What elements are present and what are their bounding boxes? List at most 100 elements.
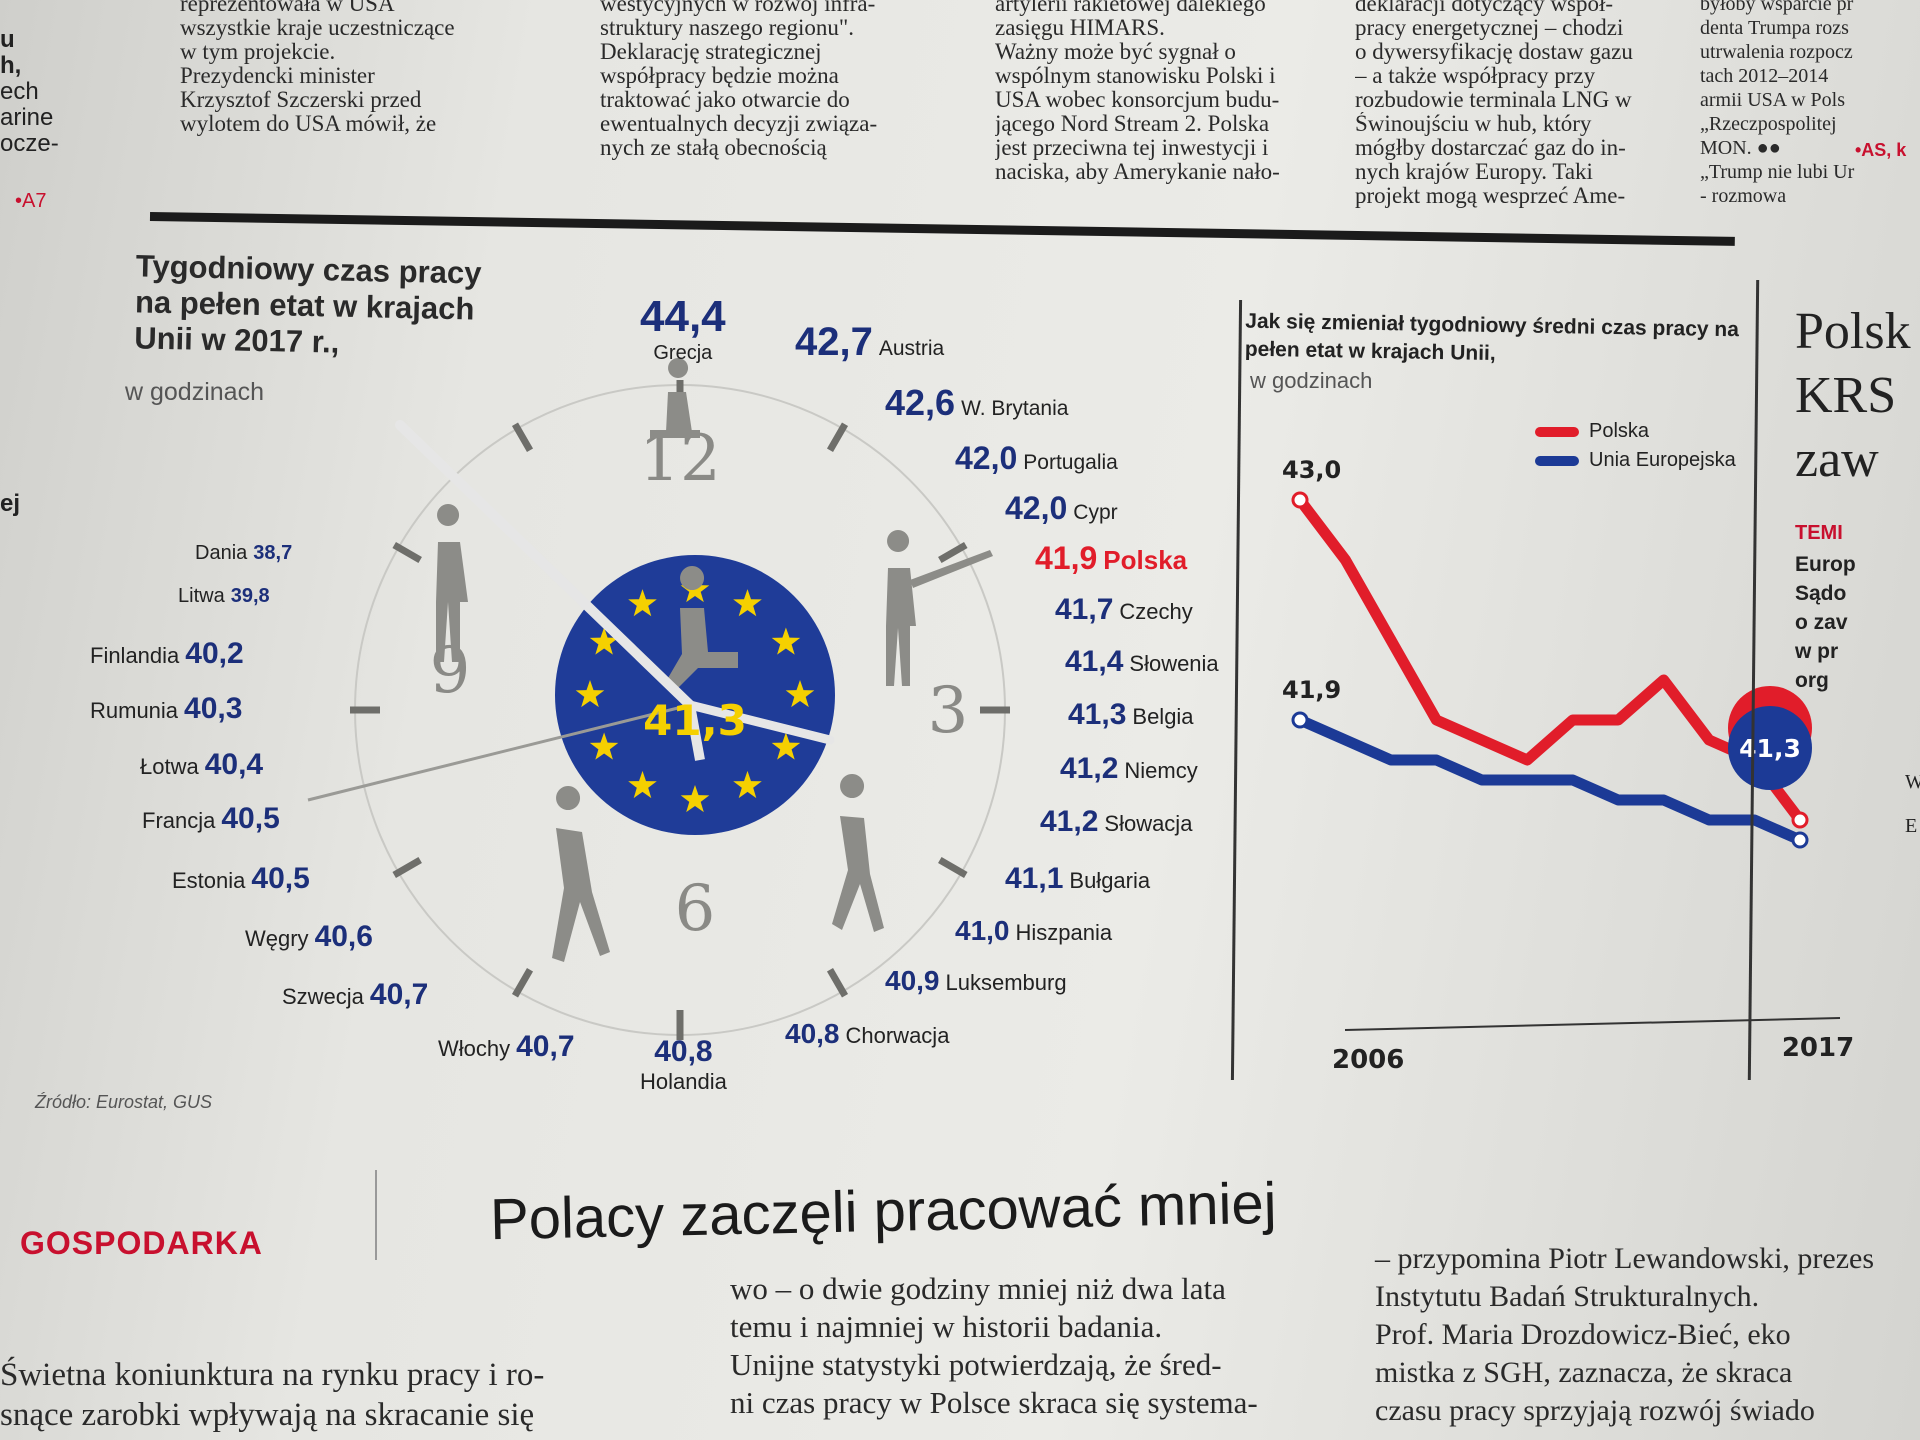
country-label: 40,8 Holandia [640, 1035, 727, 1095]
country-label: 40,8 Chorwacja [785, 1018, 949, 1050]
country-label: 44,4 Grecja [640, 292, 726, 365]
country-label: 40,9 Luksemburg [885, 965, 1067, 997]
column-line: współpracy będzie można [600, 64, 839, 88]
country-value: 41,2 [1040, 805, 1099, 838]
country-name: Luksemburg [945, 970, 1067, 995]
country-label: 41,2 Słowacja [1040, 805, 1192, 839]
country-label: 42,6 W. Brytania [885, 382, 1068, 424]
column-line: nych krajów Europy. Taki [1355, 160, 1593, 184]
numeral-6: 6 [675, 872, 716, 946]
country-name: Bułgaria [1069, 868, 1151, 893]
country-name: Rumunia [90, 698, 179, 723]
country-value: 40,8 [785, 1018, 840, 1049]
numeral-9: 9 [430, 634, 471, 708]
country-name: Holandia [640, 1069, 727, 1094]
sidebar-line: o zav [1795, 611, 1848, 634]
sidebar-tag: TEMI [1795, 522, 1843, 544]
sidebar-heading-line: zaw [1795, 431, 1879, 488]
sidebar-line: org [1795, 669, 1829, 692]
article-headline: Polacy zaczęli pracować mniej [489, 1170, 1278, 1253]
country-label: Węgry 40,6 [245, 920, 373, 954]
eu-star-icon [680, 785, 710, 813]
country-value: 42,0 [955, 440, 1018, 476]
seated-worker-icon [668, 566, 738, 688]
country-label: 41,4 Słowenia [1065, 645, 1219, 679]
series-line-1 [1297, 714, 1803, 846]
country-name: Belgia [1132, 704, 1194, 729]
article-column-1: Świetna koniunktura na rynku pracy i ro-… [0, 1355, 544, 1435]
country-name: Włochy [438, 1036, 511, 1061]
news-column-1: reprezentowała w USA wszystkie kraje ucze… [180, 0, 575, 136]
country-label: 42,0 Cypr [1005, 490, 1118, 527]
margin-text: ech [0, 78, 39, 105]
column-line: tach 2012–2014 [1700, 65, 1829, 87]
sidebar-heading-line: KRS [1795, 367, 1897, 424]
country-value: 42,7 [795, 320, 873, 364]
sidebar-text: Europ Sądo o zav w pr org [1795, 550, 1856, 695]
country-label: Łotwa 40,4 [140, 748, 263, 782]
article-line: Unijne statystyki potwierdzają, że śred- [730, 1347, 1222, 1382]
country-value: 42,6 [885, 382, 956, 423]
section-label: GOSPODARKA [20, 1225, 263, 1261]
eu-average-value: 41,3 [643, 696, 747, 745]
clock-tick [392, 856, 422, 879]
column-line: mógłby dostarczać gaz do in- [1355, 136, 1626, 160]
legend-ue: Unia Europejska [1535, 449, 1736, 472]
country-name: Łotwa [140, 754, 199, 779]
country-name: Węgry [245, 926, 309, 951]
eu-star-icon [589, 732, 619, 760]
eu-star-icon [733, 589, 762, 617]
column-line: denta Trumpa rozs [1700, 17, 1849, 39]
country-label: Dania 38,7 [195, 542, 292, 565]
column-line: wspólnym stanowisku Polski i [995, 64, 1276, 88]
country-value: 41,9 [1035, 540, 1098, 576]
column-line: rozbudowie terminala LNG w [1355, 88, 1632, 112]
column-line: Świnoujściu w hub, który [1355, 112, 1592, 136]
news-column-4: deklaracji dotyczący współ-pracy energet… [1355, 0, 1700, 208]
country-name: Chorwacja [845, 1023, 950, 1048]
country-name: Estonia [172, 868, 246, 893]
margin-text: h, [0, 52, 22, 79]
country-value: 40,2 [185, 637, 244, 670]
country-value: 41,3 [1068, 698, 1127, 731]
country-name: Portugalia [1023, 451, 1118, 474]
article-column-3: – przypomina Piotr Lewandowski, prezes I… [1375, 1240, 1874, 1430]
clock-tick [826, 968, 849, 998]
clock-hand-hour [395, 420, 695, 710]
country-value: 40,5 [251, 862, 310, 895]
clock-hand-second [307, 703, 691, 802]
country-value: 40,3 [184, 692, 243, 725]
column-line: wylotem do USA mówił, że [180, 112, 437, 136]
article-line: temu i najmniej w historii badania. [730, 1309, 1163, 1344]
column-line: - rozmowa [1700, 185, 1787, 207]
column-line: projekt mogą wesprzeć Ame- [1355, 184, 1626, 208]
country-label: 41,0 Hiszpania [955, 915, 1112, 947]
article-line: Świetna koniunktura na rynku pracy i ro- [0, 1357, 545, 1393]
numeral-3: 3 [928, 674, 969, 748]
country-label: Francja 40,5 [142, 802, 280, 836]
column-line: „Rzeczpospolitej [1700, 113, 1837, 135]
end-point [1791, 831, 1809, 849]
article-line: – przypomina Piotr Lewandowski, prezes [1375, 1242, 1875, 1275]
line-chart-title: Jak się zmieniał tygodniowy średni czas … [1244, 309, 1740, 366]
x-axis [1344, 1017, 1841, 1031]
eu-flag-circle [555, 555, 835, 835]
country-name: Hiszpania [1015, 920, 1113, 945]
margin-text: arine [0, 104, 54, 131]
country-label: Estonia 40,5 [172, 862, 310, 896]
legend-swatch [1535, 455, 1579, 466]
running-person-icon [552, 786, 610, 962]
column-line: pracy energetycznej – chodzi [1355, 16, 1624, 40]
column-line: „Trump nie lubi Ur [1700, 161, 1855, 183]
column-line: traktować jako otwarcie do [600, 88, 850, 112]
sidebar-line: w pr [1795, 640, 1839, 663]
country-label: 42,7 Austria [795, 320, 944, 365]
country-name: Cypr [1073, 501, 1118, 524]
column-line: armii USA w Pols [1700, 89, 1846, 111]
country-name: Litwa [178, 585, 225, 607]
country-label: 41,2 Niemcy [1060, 752, 1198, 786]
start-point [1291, 491, 1309, 509]
country-value: 41,7 [1055, 593, 1114, 626]
